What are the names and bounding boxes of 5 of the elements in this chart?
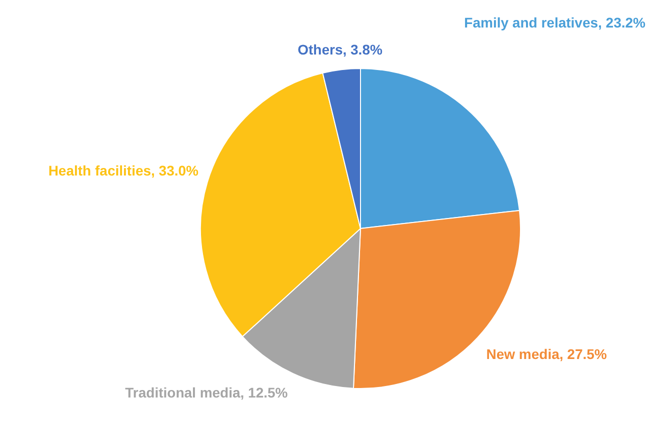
slice-label: Traditional media, 12.5% xyxy=(125,384,288,400)
slice-label: New media, 27.5% xyxy=(486,346,608,362)
slice-label: Health facilities, 33.0% xyxy=(48,162,200,178)
slice-label: Others, 3.8% xyxy=(298,42,383,58)
slice-label: Family and relatives, 23.2% xyxy=(464,14,646,30)
